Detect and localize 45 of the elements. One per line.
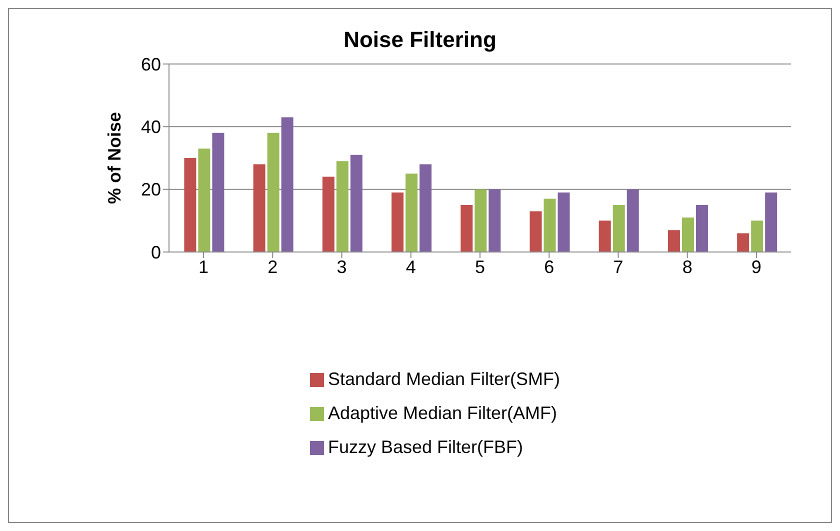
bar	[544, 198, 556, 252]
bar	[474, 189, 487, 252]
bar	[737, 233, 750, 252]
bar	[253, 164, 266, 252]
bar	[488, 189, 501, 252]
chart-title: Noise Filtering	[342, 27, 498, 53]
bar	[281, 117, 294, 252]
x-tick-label: 4	[406, 256, 416, 277]
bar	[696, 205, 708, 252]
bar	[612, 205, 625, 252]
bar	[668, 230, 680, 252]
y-tick-label: 0	[150, 242, 161, 262]
y-tick-label: 60	[140, 54, 161, 74]
bar	[392, 192, 404, 252]
legend-label: Standard Median Filter(SMF)	[328, 369, 560, 389]
bar	[420, 164, 432, 252]
x-tick-label: 9	[751, 256, 762, 277]
bar	[406, 174, 418, 252]
bar	[751, 220, 764, 252]
y-tick-label: 20	[140, 180, 161, 200]
bar	[322, 176, 334, 252]
bar	[184, 158, 196, 252]
y-tick-label: 40	[140, 117, 161, 138]
legend-label: Adaptive Median Filter(AMF)	[328, 403, 558, 423]
x-tick-label: 6	[544, 256, 554, 277]
x-tick-label: 5	[474, 256, 486, 277]
bar	[682, 218, 694, 252]
legend-label: Fuzzy Based Filter(FBF)	[328, 437, 523, 457]
bar	[598, 220, 611, 252]
x-tick-label: 2	[268, 256, 278, 277]
bar	[460, 205, 473, 252]
bar	[267, 132, 280, 252]
bar	[336, 161, 348, 252]
bar	[350, 154, 362, 252]
x-tick-label: 3	[336, 256, 347, 277]
bar	[212, 132, 224, 252]
x-tick-label: 8	[682, 256, 692, 277]
x-tick-label: 7	[613, 256, 624, 277]
bar	[198, 148, 210, 252]
bar	[530, 211, 542, 252]
bar	[626, 189, 639, 252]
y-axis-title: % of Noise	[104, 112, 124, 204]
x-tick-label: 1	[198, 256, 209, 277]
bar	[558, 192, 570, 252]
bar	[765, 192, 778, 252]
